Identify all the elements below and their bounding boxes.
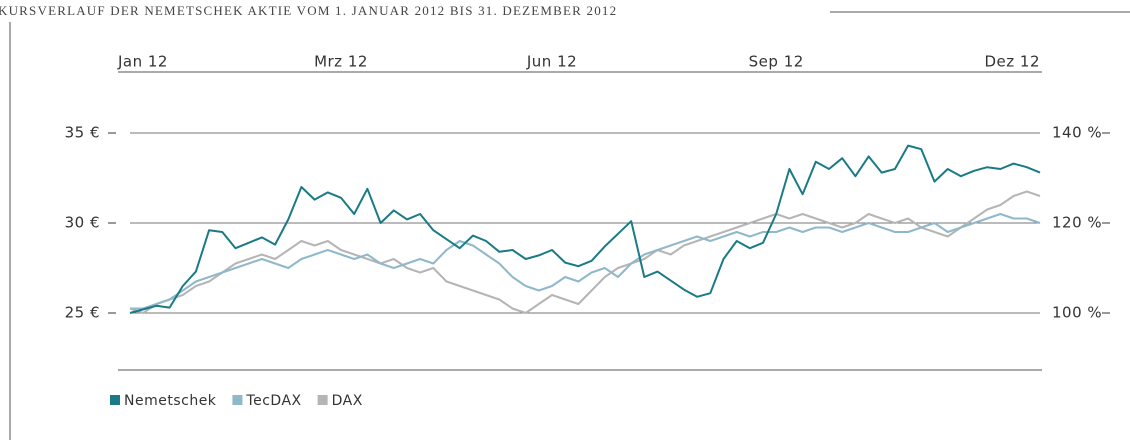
chart-title: KURSVERLAUF DER NEMETSCHEK AKTIE VOM 1. … — [0, 3, 617, 18]
series-line — [129, 190, 1041, 314]
x-tick-label: Jun 12 — [526, 53, 577, 71]
x-tick-label: Mrz 12 — [314, 53, 368, 71]
legend-swatch — [110, 395, 120, 405]
y-tick-label: 25 € — [65, 304, 100, 322]
y2-tick-label: 120 % — [1052, 214, 1102, 232]
x-tick-label: Jan 12 — [117, 53, 168, 71]
legend-label: TecDAX — [245, 393, 301, 409]
y2-tick-label: 140 % — [1052, 124, 1102, 142]
legend-swatch — [317, 395, 328, 405]
legend-swatch — [232, 395, 243, 405]
legend-label: DAX — [332, 393, 363, 409]
y-tick-label: 30 € — [65, 214, 100, 232]
y2-tick-label: 100 % — [1052, 304, 1102, 322]
legend-label: Nemetschek — [124, 393, 217, 409]
legend: Nemetschek TecDAX DAX — [110, 393, 363, 409]
series-line — [130, 213, 1041, 310]
x-tick-label: Dez 12 — [984, 53, 1040, 71]
series-line — [129, 144, 1041, 314]
x-tick-label: Sep 12 — [749, 53, 804, 71]
y-tick-label: 35 € — [65, 124, 100, 142]
